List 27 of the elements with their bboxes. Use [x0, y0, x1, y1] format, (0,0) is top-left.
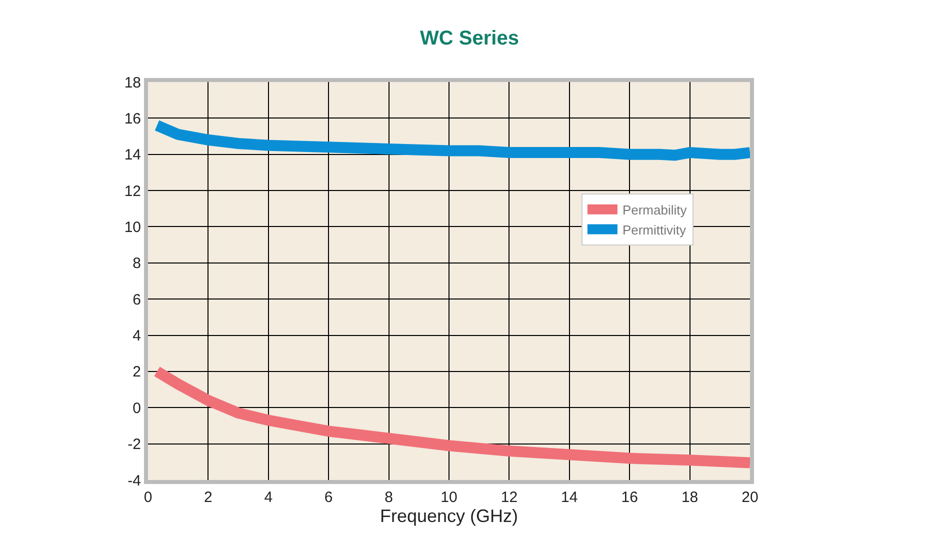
y-tick-label: 4 — [132, 328, 141, 345]
x-tick-label: 16 — [621, 489, 638, 506]
y-tick-label: -4 — [128, 472, 141, 490]
legend-label: Permability — [622, 202, 688, 218]
y-tick-label: -2 — [128, 436, 141, 454]
y-tick-label: 14 — [124, 146, 141, 164]
x-tick-label: 12 — [500, 489, 518, 506]
y-tick-label: 10 — [124, 218, 141, 236]
x-tick-label: 4 — [264, 489, 273, 506]
x-tick-label: 6 — [324, 489, 333, 506]
x-tick-label: 18 — [681, 489, 698, 506]
x-tick-label: 8 — [384, 489, 393, 506]
y-tick-label: 2 — [132, 364, 141, 381]
x-axis-title: Frequency (GHz) — [380, 506, 518, 526]
x-tick-label: 10 — [440, 489, 458, 506]
x-tick-label: 0 — [144, 489, 152, 506]
x-tick-label: 2 — [204, 489, 212, 506]
y-tick-label: 12 — [124, 182, 141, 200]
y-tick-label: 6 — [132, 291, 141, 308]
y-tick-label: 18 — [124, 74, 141, 92]
chart-title: WC Series — [420, 27, 519, 50]
y-tick-label: 0 — [132, 400, 141, 417]
legend-label: Permittivity — [622, 222, 686, 238]
y-tick-label: 8 — [132, 255, 141, 272]
x-tick-label: 20 — [742, 489, 758, 506]
x-tick-label: 14 — [561, 489, 578, 506]
y-tick-label: 16 — [124, 110, 141, 128]
